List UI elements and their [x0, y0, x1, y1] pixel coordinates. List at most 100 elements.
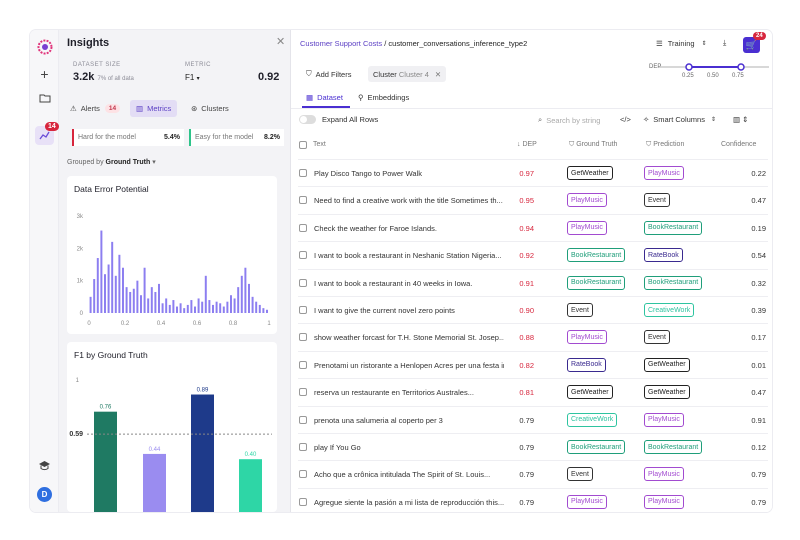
col-text[interactable]: Text [313, 141, 326, 148]
toggle-switch[interactable] [299, 115, 316, 124]
close-icon[interactable]: ✕ [276, 36, 286, 48]
row-checkbox[interactable] [299, 223, 307, 232]
hard-for-model[interactable]: Hard for the model 5.4% [72, 129, 184, 146]
row-confidence: 0.12 [751, 443, 766, 452]
code-icon[interactable]: </> [620, 115, 631, 124]
ground-truth-tag: PlayMusic [567, 494, 607, 509]
f1-bar [143, 453, 166, 512]
dep-range-slider[interactable] [659, 61, 769, 83]
f1-data-label: 0.44 [149, 447, 161, 453]
smart-columns-button[interactable]: ✧ Smart Columns ⇕ [643, 115, 716, 124]
col-prediction[interactable]: ⛉ Prediction [646, 141, 684, 149]
x-tick-label: 0.2 [121, 321, 130, 327]
f1-data-label: 0.89 [197, 388, 209, 394]
f1-bar [94, 411, 117, 512]
y-tick-label: 1 [76, 378, 80, 384]
tab-clusters[interactable]: ⊛ Clusters [185, 100, 235, 117]
dep-bar [215, 301, 218, 313]
col-ground-truth[interactable]: ⛉ Ground Truth [569, 141, 617, 149]
dep-slider-label: DEP [649, 64, 662, 70]
row-checkbox[interactable] [299, 388, 307, 397]
dep-chart: 3k 2k 1k 00 0.2 0.4 0.6 0.8 1 [77, 214, 272, 327]
table-row[interactable]: Check the weather for Faroe Islands. 0.94… [298, 213, 768, 241]
select-all-checkbox[interactable] [299, 141, 307, 149]
col-dep[interactable]: ↓ DEP [517, 141, 537, 148]
close-icon[interactable]: ✕ [434, 69, 442, 79]
table-row[interactable]: Play Disco Tango to Power Walk 0.97 GetWea… [298, 159, 768, 186]
table-row[interactable]: Agregue siente la pasión a mi lista de r… [298, 487, 768, 512]
table-row[interactable]: reserva un restaurante en Territorios Au… [298, 378, 768, 405]
y-tick-label: 0 [80, 311, 84, 317]
table-icon: ▦ [306, 93, 314, 102]
table-row[interactable]: Prenotami un ristorante a Henlopen Acres… [298, 350, 768, 378]
table-row[interactable]: Need to find a creative work with the ti… [298, 186, 768, 213]
table-row[interactable]: prenota una salumeria al coperto per 3 0.… [298, 405, 768, 433]
avatar[interactable]: D [37, 487, 52, 502]
tab-metrics[interactable]: ▥ Metrics [130, 100, 178, 117]
ground-truth-tag: PlayMusic [567, 330, 607, 345]
prediction-tag: BookRestaurant [644, 220, 703, 235]
columns-icon[interactable]: ▥ ⇕ [733, 115, 749, 124]
dep-bar [154, 291, 157, 313]
dep-bar [222, 306, 225, 313]
table-row[interactable]: I want to give the current novel zero po… [298, 296, 768, 323]
ground-truth-tag: Event [567, 467, 593, 482]
table-row[interactable]: I want to book a restaurant in Neshanic … [298, 241, 768, 268]
row-checkbox[interactable] [299, 497, 307, 506]
database-icon: ☰ [656, 39, 663, 48]
metric-name: F1 [185, 73, 195, 82]
row-confidence: 0.17 [751, 333, 766, 343]
breadcrumb-link[interactable]: Customer Support Costs [300, 39, 383, 48]
row-dep: 0.97 [519, 169, 534, 178]
row-checkbox[interactable] [299, 251, 307, 260]
f1-chart-title: F1 by Ground Truth [74, 350, 148, 360]
row-checkbox[interactable] [299, 360, 307, 369]
row-dep: 0.91 [519, 278, 534, 288]
add-icon[interactable]: + [40, 65, 49, 82]
row-checkbox[interactable] [299, 470, 307, 479]
cart-icon[interactable]: 🛒 [743, 37, 760, 53]
search-input[interactable]: ⌕ Search by string [538, 115, 600, 125]
add-filters-button[interactable]: ⛉ Add Filters [306, 69, 351, 79]
prediction-tag: BookRestaurant [644, 440, 703, 454]
row-checkbox[interactable] [299, 196, 307, 205]
tab-alerts[interactable]: ⚠ Alerts 14 [64, 100, 126, 117]
prediction-tag: RateBook [644, 248, 683, 263]
row-checkbox[interactable] [299, 443, 307, 451]
metric-select[interactable]: F1 ▾ [185, 73, 200, 82]
grouped-by[interactable]: Grouped by Ground Truth ▾ [67, 158, 156, 166]
chevron-down-icon: ▾ [152, 159, 156, 166]
row-checkbox[interactable] [299, 333, 307, 342]
expand-all-toggle[interactable]: Expand All Rows [299, 115, 378, 124]
row-checkbox[interactable] [299, 306, 307, 314]
graduation-cap-icon[interactable] [35, 456, 54, 475]
row-dep: 0.79 [519, 415, 534, 425]
col-confidence[interactable]: Confidence [721, 141, 757, 148]
easy-label: Easy for the model [195, 134, 254, 141]
ground-truth-tag: CreativeWork [567, 412, 618, 427]
table-row[interactable]: I want to book a restaurant in 40 weeks … [298, 268, 768, 296]
table-row[interactable]: play If You Go 0.79 BookRestaurant BookRest… [298, 433, 768, 460]
prediction-tag: PlayMusic [644, 494, 684, 509]
f1-data-label: 0.76 [100, 405, 112, 411]
ground-truth-tag: PlayMusic [567, 220, 607, 235]
logo-icon[interactable] [35, 37, 54, 56]
table-row[interactable]: Acho que a crônica intitulada The Spirit… [298, 460, 768, 487]
row-checkbox[interactable] [299, 415, 307, 424]
dataset-size-label: DATASET SIZE [73, 62, 121, 68]
x-tick-label: 0.4 [157, 321, 166, 327]
row-checkbox[interactable] [299, 278, 307, 287]
split-select[interactable]: ☰ Training ⇕ [656, 39, 707, 48]
tab-embeddings[interactable]: ⚲ Embeddings [358, 93, 409, 102]
folder-icon[interactable] [35, 88, 54, 107]
breadcrumb-separator: / [384, 39, 387, 48]
col-dep-label: DEP [522, 141, 537, 148]
cluster-filter-chip[interactable]: Cluster Cluster 4 ✕ [368, 66, 447, 82]
easy-for-model[interactable]: Easy for the model 8.2% [189, 129, 284, 146]
download-icon[interactable]: ⤓ [723, 38, 727, 47]
f1-chart: 1 0.76 0.44 0.89 0.40 0.59 [69, 378, 272, 512]
tab-dataset[interactable]: ▦ Dataset [306, 93, 343, 102]
table-row[interactable]: show weather forcast for T.H. Stone Memo… [298, 323, 768, 350]
row-dep: 0.79 [519, 470, 534, 480]
row-checkbox[interactable] [299, 169, 307, 177]
